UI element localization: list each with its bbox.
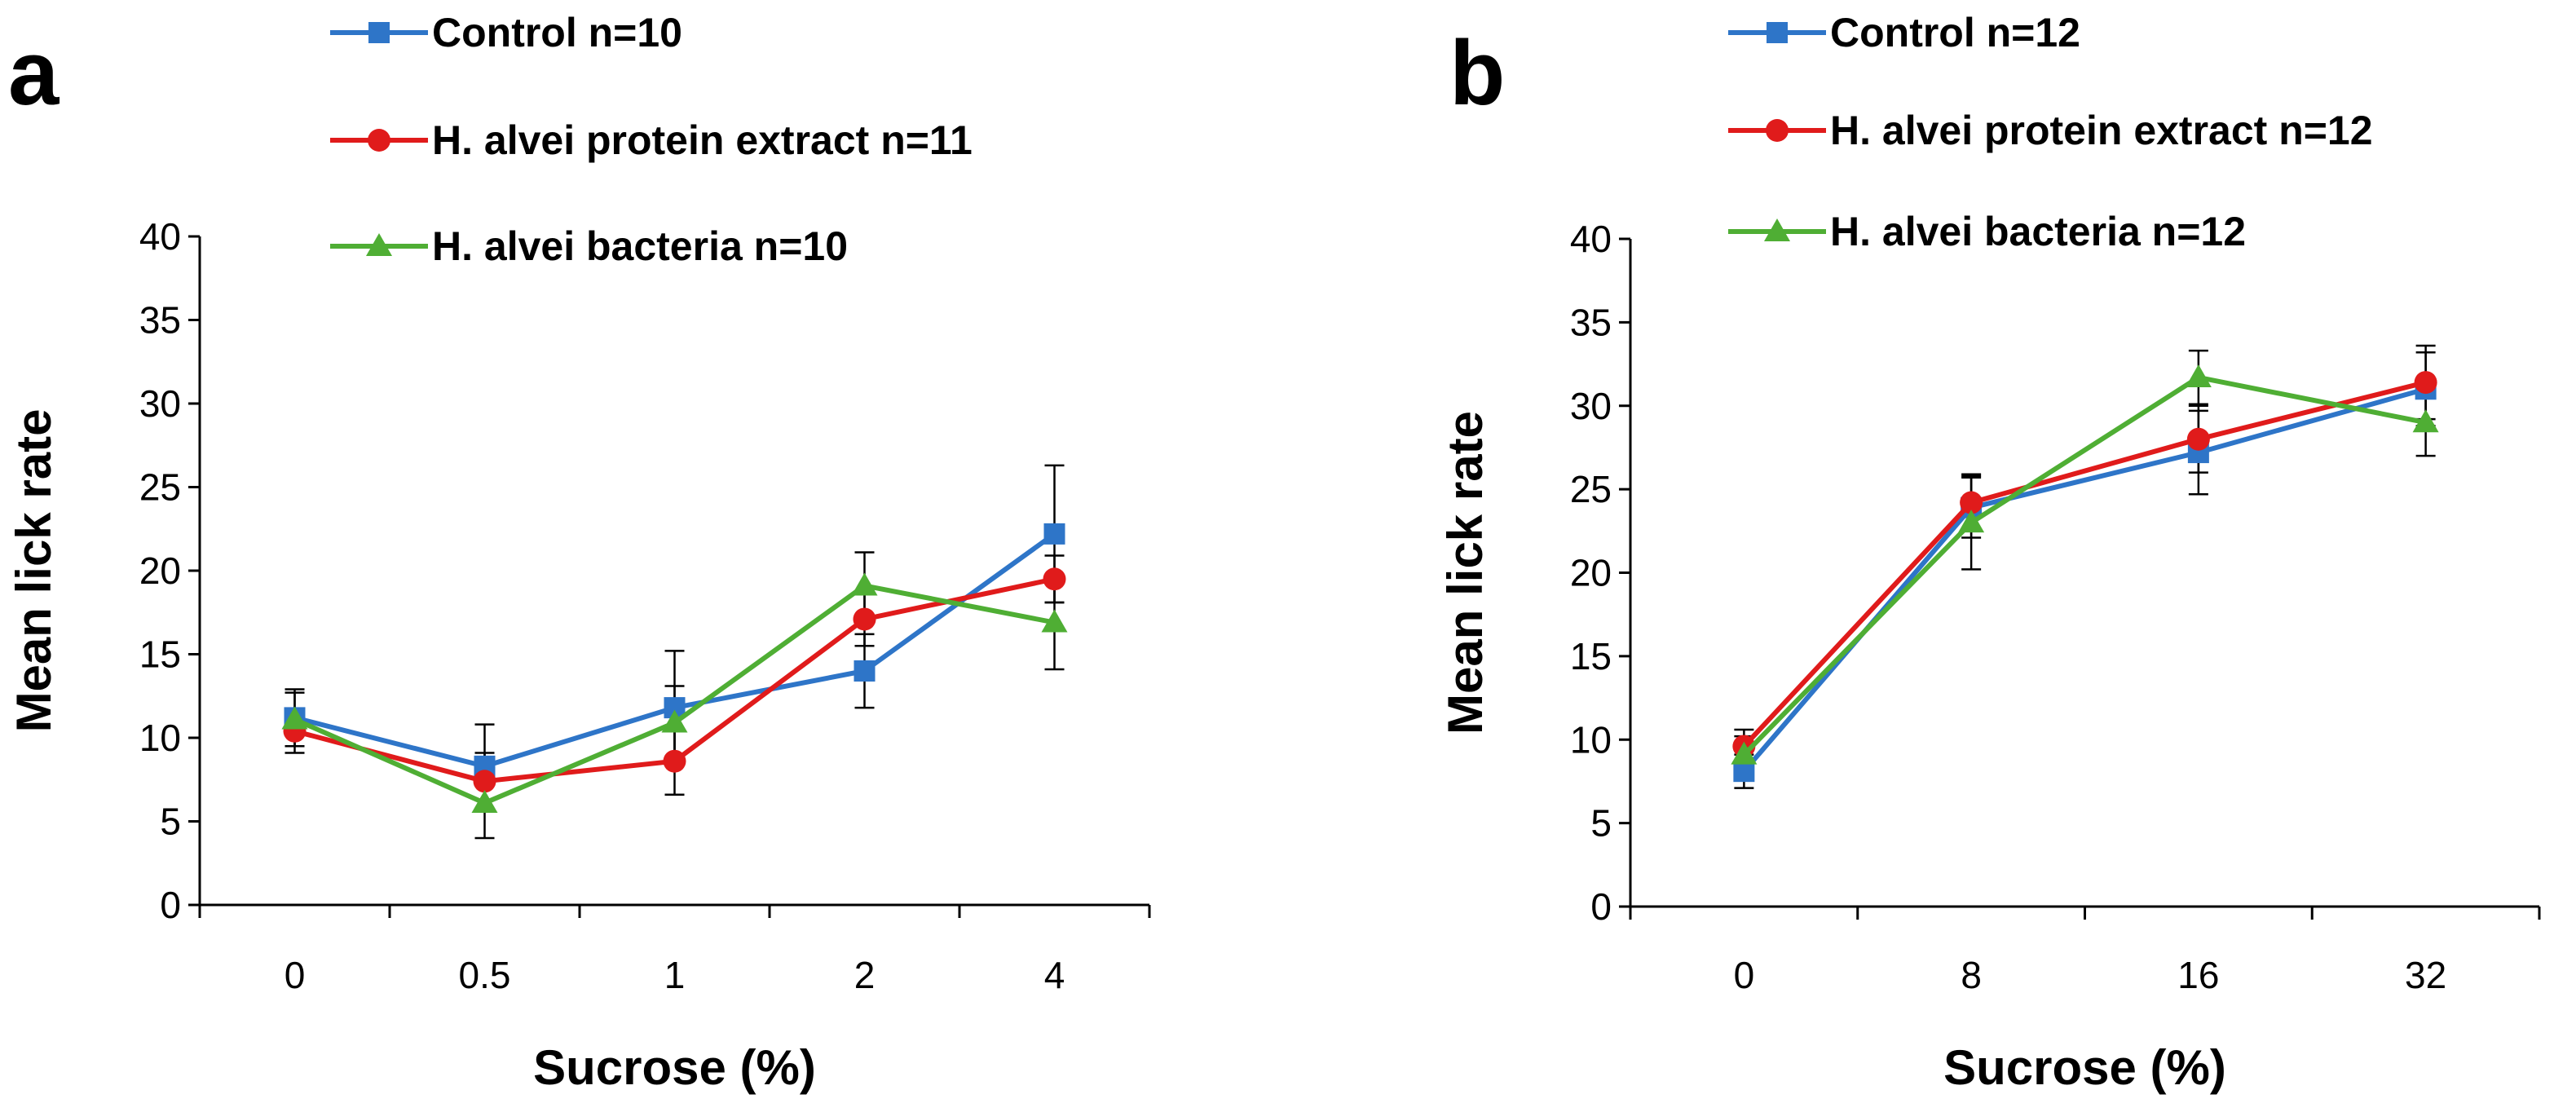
x-axis-title: Sucrose (%) <box>533 1040 816 1095</box>
legend: Control n=10 H. alvei protein extract n=1… <box>330 10 973 269</box>
y-tick-label: 35 <box>1570 301 1612 343</box>
y-tick-label: 5 <box>160 801 181 843</box>
data-point <box>1960 491 1983 514</box>
y-tick-label: 15 <box>139 633 181 676</box>
panel-a: a Control n=10 H. alvei protein extract n=… <box>7 10 1151 1095</box>
legend-label: Control n=10 <box>432 10 682 55</box>
x-tick-label: 1 <box>664 954 686 996</box>
y-tick-label: 15 <box>1570 635 1612 677</box>
data-point <box>473 770 496 793</box>
legend-item: H. alvei protein extract n=11 <box>330 117 973 163</box>
data-point <box>1041 609 1068 633</box>
series-0 <box>1733 378 2437 783</box>
y-tick-label: 30 <box>1570 385 1612 427</box>
legend-triangle-marker <box>366 233 392 256</box>
legend-label: Control n=12 <box>1830 10 2080 55</box>
y-tick-label: 10 <box>1570 718 1612 761</box>
data-point <box>281 706 308 730</box>
y-axis-title: Mean lick rate <box>1438 411 1493 735</box>
x-tick-label: 8 <box>1961 954 1982 996</box>
legend-square-marker <box>368 22 390 43</box>
legend-triangle-marker <box>1764 218 1790 241</box>
data-point <box>851 572 878 596</box>
x-tick-label: 16 <box>2177 954 2219 996</box>
legend-square-marker <box>1767 22 1788 43</box>
x-tick-label: 2 <box>854 954 876 996</box>
legend-item: H. alvei protein extract n=12 <box>1728 108 2373 153</box>
y-tick-label: 0 <box>160 884 181 926</box>
y-tick-label: 40 <box>139 215 181 258</box>
data-point <box>2414 371 2437 395</box>
legend-label: H. alvei protein extract n=12 <box>1830 108 2373 153</box>
series-2 <box>281 572 1068 813</box>
data-point <box>853 607 876 631</box>
legend-circle-marker <box>1766 119 1789 142</box>
panel-b: b Control n=12 H. alvei protein extract n=… <box>1438 10 2541 1095</box>
legend-item: H. alvei bacteria n=10 <box>330 223 848 269</box>
y-axis-title: Mean lick rate <box>7 409 61 733</box>
data-point <box>854 660 876 682</box>
y-tick-label: 40 <box>1570 218 1612 260</box>
series-line <box>1742 386 2427 774</box>
x-tick-label: 32 <box>2405 954 2446 996</box>
y-tick-label: 20 <box>139 549 181 592</box>
x-tick-label: 4 <box>1044 954 1065 996</box>
y-tick-label: 35 <box>139 299 181 342</box>
y-tick-label: 30 <box>139 382 181 425</box>
data-point <box>1731 741 1758 765</box>
legend-item: H. alvei bacteria n=12 <box>1728 209 2246 254</box>
legend-item: Control n=10 <box>330 10 682 55</box>
legend-item: Control n=12 <box>1728 10 2080 55</box>
x-axis-title: Sucrose (%) <box>1943 1040 2226 1095</box>
panel-label: a <box>8 22 60 124</box>
y-tick-label: 25 <box>1570 468 1612 510</box>
y-tick-label: 20 <box>1570 552 1612 594</box>
series-line <box>1742 374 2427 757</box>
data-point <box>2412 409 2439 433</box>
series-2 <box>1731 364 2439 765</box>
legend-label: H. alvei protein extract n=11 <box>432 117 973 163</box>
legend-label: H. alvei bacteria n=10 <box>432 223 848 269</box>
data-point <box>663 749 686 773</box>
data-point <box>1043 567 1066 591</box>
legend-label: H. alvei bacteria n=12 <box>1830 209 2246 254</box>
x-tick-label: 0 <box>1734 954 1755 996</box>
data-point <box>2186 427 2210 451</box>
legend: Control n=12 H. alvei protein extract n=1… <box>1728 10 2373 254</box>
data-point <box>2185 364 2212 387</box>
x-tick-label: 0 <box>285 954 306 996</box>
y-tick-label: 0 <box>1590 885 1612 928</box>
legend-circle-marker <box>368 129 390 152</box>
y-tick-label: 10 <box>139 717 181 759</box>
series-line <box>1742 380 2427 748</box>
data-point <box>1043 523 1065 545</box>
data-point <box>471 789 498 813</box>
data-point <box>1958 510 1985 533</box>
data-point <box>661 709 688 733</box>
series-1 <box>1732 371 2437 758</box>
y-tick-label: 5 <box>1590 802 1612 845</box>
x-tick-label: 0.5 <box>459 954 511 996</box>
panel-label: b <box>1449 22 1505 124</box>
y-tick-label: 25 <box>139 466 181 509</box>
